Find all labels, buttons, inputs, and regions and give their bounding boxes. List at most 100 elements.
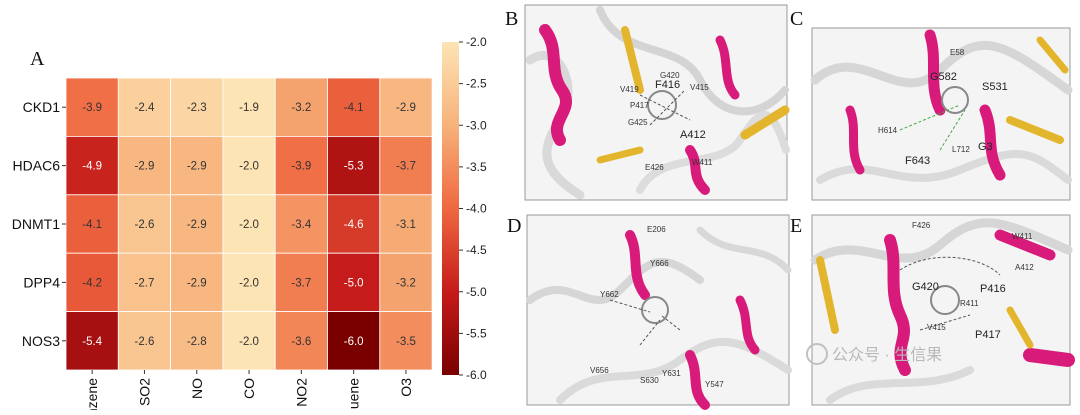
residue-label: Y666 [650, 259, 669, 268]
cell-value-label: -2.6 [135, 219, 155, 231]
panel-letter-a: A [30, 48, 45, 70]
colorbar-tick-label: -2.0 [466, 35, 487, 49]
cell-value-label: -4.1 [82, 219, 102, 231]
residue-label: Y547 [705, 380, 724, 389]
residue-label: E206 [647, 225, 666, 234]
column-label: Benzene [84, 378, 100, 410]
panel-letter-c: C [790, 8, 803, 30]
cell-value-label: -2.6 [135, 336, 155, 348]
residue-label: H614 [878, 126, 898, 135]
residue-label: R411 [960, 299, 979, 308]
residue-label: F416 [655, 79, 680, 91]
heatmap-cell [170, 135, 224, 196]
row-label: HDAC6 [13, 158, 61, 174]
column-label: CO [241, 378, 257, 399]
residue-label: A412 [1015, 263, 1034, 272]
cell-value-label: -4.6 [344, 219, 364, 231]
cell-value-label: -2.0 [239, 336, 259, 348]
cell-value-label: -2.7 [135, 277, 155, 289]
protein-ribbons-e [810, 218, 1075, 404]
residue-label: F426 [912, 221, 931, 230]
cell-value-label: -2.9 [187, 161, 207, 173]
residue-label: V419 [620, 85, 639, 94]
cell-value-label: -3.4 [291, 219, 311, 231]
colorbar-tick-label: -2.5 [466, 77, 487, 91]
heatmap-cell [327, 77, 381, 137]
heatmap-cell [117, 77, 172, 137]
column-label: NO [189, 378, 205, 399]
heatmap-panel: A -3.9 -2.4 -2.3 -1.9 -3.2 -4.1 -2.9 -4.9 -2.9 -2… [12, 35, 487, 415]
row-label: NOS3 [22, 333, 60, 349]
cell-value-label: -2.0 [239, 219, 259, 231]
protein-ribbons-b [525, 6, 790, 200]
heatmap-cell [274, 135, 328, 196]
heatmap-cell [379, 311, 433, 371]
watermark: 公众号 · 生信果 [806, 343, 942, 365]
cell-value-label: -2.8 [187, 336, 207, 348]
residue-label: L712 [952, 145, 970, 154]
heatmap-cell [170, 77, 224, 137]
row-label: DNMT1 [12, 216, 60, 232]
colorbar-tick-label: -4.0 [466, 202, 487, 216]
cell-value-label: -3.5 [396, 336, 416, 348]
cell-value-label: -2.9 [187, 219, 207, 231]
watermark-text: 公众号 · 生信果 [832, 346, 942, 364]
heatmap-cell [222, 252, 276, 312]
colorbar-tick-label: -5.5 [466, 326, 487, 340]
structure-panel-c: E58 G582 S531 F643 G3 H614 L712 C [790, 8, 1073, 201]
cell-value-label: -4.1 [344, 102, 364, 114]
residue-label: P417 [975, 329, 1001, 341]
panel-letter-b: B [505, 8, 518, 30]
heatmap-cell [222, 194, 276, 254]
cell-value-label: -3.6 [291, 336, 311, 348]
ligand-e [899, 256, 1001, 331]
cell-value-label: -3.2 [291, 102, 311, 114]
colorbar-tick-label: -3.0 [466, 118, 487, 132]
cell-value-label: -2.4 [135, 102, 155, 114]
column-label: Toluene [346, 378, 362, 410]
residue-label: S531 [982, 81, 1008, 93]
colorbar-tick-label: -5.0 [466, 285, 487, 299]
cell-value-label: -3.2 [396, 277, 416, 289]
cell-value-label: -6.0 [344, 336, 364, 348]
cell-value-label: -5.3 [344, 161, 364, 173]
residue-label: Y662 [600, 290, 619, 299]
heatmap-cell [170, 194, 224, 254]
protein-ribbons-c [810, 29, 1073, 184]
residue-label: G425 [628, 118, 648, 127]
heatmap-cell [379, 135, 433, 196]
heatmap-cell [327, 194, 381, 254]
cell-value-label: -2.0 [239, 277, 259, 289]
heatmap-cell [327, 252, 381, 312]
panel-letter-d: D [507, 215, 521, 237]
residue-label: E426 [645, 163, 664, 172]
residue-label: A412 [680, 129, 706, 141]
structure-panel-e: F426 W411 G420 P416 P417 V415 A412 R411 E [790, 214, 1075, 406]
residue-label: G420 [660, 71, 680, 80]
cell-value-label: -2.9 [187, 277, 207, 289]
cell-value-label: -4.9 [82, 161, 102, 173]
residue-label: P417 [630, 101, 649, 110]
colorbar [442, 42, 459, 375]
protein-ribbons-d [526, 226, 792, 410]
row-label: CKD1 [23, 99, 61, 115]
ligand-c [899, 86, 969, 151]
panel-letter-e: E [790, 215, 802, 237]
residue-label: G420 [912, 281, 939, 293]
cell-value-label: -4.2 [82, 277, 102, 289]
residue-label: E58 [950, 48, 965, 57]
cell-value-label: -2.9 [135, 161, 155, 173]
colorbar-tick-label: -4.5 [466, 243, 487, 257]
cell-value-label: -2.0 [239, 161, 259, 173]
heatmap-cell [222, 77, 276, 137]
residue-label: W411 [1012, 232, 1033, 241]
residue-label: S630 [640, 376, 659, 385]
column-label: NO2 [293, 378, 309, 407]
residue-label: F643 [905, 155, 930, 167]
heatmap-cell [65, 311, 119, 371]
column-label: O3 [398, 378, 414, 397]
cell-value-label: -3.9 [82, 102, 102, 114]
cell-value-label: -1.9 [239, 102, 259, 114]
heatmap-cell [379, 252, 433, 312]
